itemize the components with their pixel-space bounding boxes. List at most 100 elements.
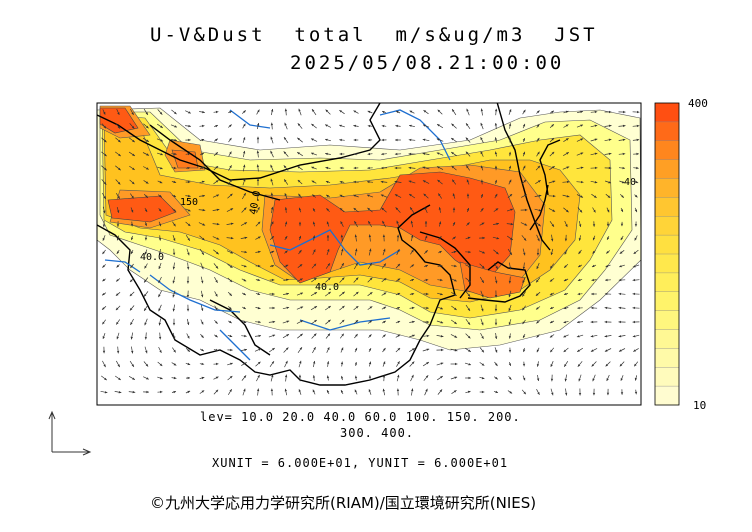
wind-vector-head [160,390,163,394]
wind-vector-head [284,221,288,225]
wind-vector-head [634,377,638,381]
wind-vector-head [579,209,583,213]
wind-vector-head [270,136,273,140]
wind-vector-head [314,320,317,323]
wind-vector-head [438,221,442,225]
wind-vector-head [229,111,232,114]
wind-vector-head [564,265,567,268]
wind-vector-head [145,363,149,367]
wind-vector-head [380,180,384,184]
wind-vector-head [438,207,442,210]
wind-vector-head [536,253,540,256]
wind-vectors [100,108,640,396]
wind-vector-head [313,361,316,364]
wind-vector-head [244,236,248,239]
wind-vector-head [551,224,554,227]
wind-vector-head [480,122,483,126]
wind-vector-head [230,236,234,240]
wind-vector-head [508,151,512,155]
wind-vector-head [326,194,329,198]
wind-vector-head [508,165,512,169]
wind-vector-head [187,390,191,394]
colorbar-swatch [655,121,679,142]
wind-vector-head [496,222,499,226]
wind-vector-head [494,137,498,140]
wind-vector-head [592,264,595,267]
wind-vector-head [480,194,484,197]
wind-vector-head [439,236,442,239]
wind-vector-head [215,166,219,169]
wind-vector-head [257,192,260,196]
wind-vector-head [131,364,134,367]
wind-vector-head [467,222,470,225]
wind-vector-head [453,250,457,254]
wind-vector-head [158,308,161,312]
wind-vector-head [580,195,583,198]
wind-vector-head [580,110,583,114]
wind-vector-head [440,376,443,379]
wind-vector-head [621,195,624,198]
wind-vector-head [159,363,163,366]
wind-vector-head [467,390,471,394]
wind-vector-head [327,263,330,266]
wind-vector-head [300,292,303,295]
wind-vector-head [382,111,385,114]
wind-vector-head [454,307,457,310]
rivers [104,109,451,361]
wind-vector-head [508,322,511,325]
wind-vector-head [590,306,594,310]
wind-vector-head [396,234,400,238]
wind-vector-head [299,264,303,267]
wind-vector-head [339,110,342,113]
wind-vector-head [146,377,149,380]
contour-label: 40.0 [140,252,164,263]
colorbar-swatch [655,386,679,406]
wind-vector-head [564,238,568,242]
wind-vector-head [590,320,594,324]
wind-vector-head [146,139,149,142]
wind-vector-head [244,250,247,254]
wind-vector-head [201,266,204,270]
wind-vector-head [439,389,443,393]
wind-vector-head [481,336,484,339]
wind-vector-head [367,152,371,156]
wind-vector-head [340,234,344,238]
wind-vector-head [146,125,149,129]
wind-vector-head [118,377,121,380]
wind-vector-head [355,291,359,295]
wind-vector-head [369,277,373,281]
wind-vector-head [551,110,554,114]
wind-vector-head [411,292,415,296]
wind-vector-head [229,151,232,155]
wind-vector-head [426,306,429,310]
wind-vector-head [284,179,287,182]
wind-vector-head [451,152,454,155]
wind-vector-head [144,322,147,326]
wind-vector-head [494,165,498,169]
wind-vector-head [130,322,133,325]
wind-vector-head [577,292,581,296]
wind-vector-head [495,390,498,394]
wind-vector-head [578,378,581,382]
wind-vector-head [173,194,176,197]
wind-vector-head [608,138,612,141]
wind-vector-head [229,293,232,296]
plot-frame [96,102,642,406]
wind-vector-head [159,112,163,115]
wind-vector-head [481,222,485,225]
wind-vector-head [395,110,399,114]
wind-vector-head [550,320,553,323]
wind-vector-head [367,166,370,170]
wind-vector-head [102,350,106,354]
wind-vector-head [619,251,623,254]
wind-vector-head [509,109,512,112]
wind-vector-head [466,108,469,112]
wind-vector-head [551,138,554,141]
wind-vector-head [619,363,623,367]
wind-vector-head [482,251,485,254]
wind-vector-head [524,194,527,197]
wind-vector-head [102,224,106,228]
colorbar-swatch [655,235,679,255]
contour-label: 40.0 [315,282,339,293]
wind-vector-head [397,361,400,364]
